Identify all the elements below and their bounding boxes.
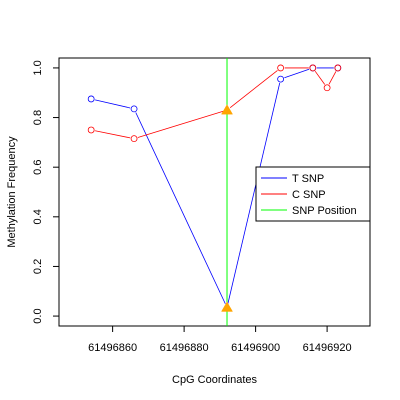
y-tick-label: 0.0 [32, 308, 44, 323]
t-snp-point [87, 95, 95, 103]
c-snp-point [334, 64, 342, 72]
c-snp-point [130, 135, 138, 143]
y-tick-label: 0.2 [32, 259, 44, 274]
y-tick-label: 0.4 [32, 209, 44, 224]
y-tick-label: 0.6 [32, 160, 44, 175]
t-snp-snp-marker [221, 301, 233, 312]
t-snp-point [130, 105, 138, 113]
c-snp-point [87, 126, 95, 134]
y-axis-label: Methylation Frequency [6, 136, 18, 248]
x-tick-label: 61496920 [303, 342, 352, 354]
t-snp-line-segment [94, 99, 131, 109]
legend-label-snp-position: SNP Position [292, 205, 357, 217]
c-snp-line-segment [229, 70, 278, 108]
legend-label-c-snp: C SNP [292, 189, 326, 201]
t-snp-line-segment [284, 68, 310, 79]
c-snp-line-segment [328, 71, 337, 85]
y-tick-label: 1.0 [32, 60, 44, 75]
c-snp-point [277, 64, 285, 72]
legend: T SNP C SNP SNP Position [255, 166, 371, 222]
t-snp-point [277, 75, 285, 83]
t-snp-line-segment [227, 82, 281, 304]
x-tick-label: 61496860 [88, 342, 137, 354]
c-snp-line-segment [95, 130, 131, 139]
legend-box [255, 166, 371, 222]
x-tick-label: 61496880 [160, 342, 209, 354]
y-axis: 0.0 0.2 0.4 0.6 0.8 1.0 [32, 60, 59, 324]
x-axis: 61496860 61496880 61496900 61496920 [88, 326, 352, 354]
c-snp-line-segment [137, 110, 224, 138]
series-layer [87, 64, 342, 312]
x-tick-label: 61496900 [231, 342, 280, 354]
legend-label-t-snp: T SNP [292, 173, 324, 185]
c-snp-line-segment [314, 70, 326, 85]
c-snp-point [309, 64, 317, 72]
y-tick-label: 0.8 [32, 110, 44, 125]
c-snp-point [323, 84, 331, 92]
t-snp-line-segment [135, 112, 226, 304]
c-snp-snp-marker [221, 104, 233, 115]
x-axis-label: CpG Coordinates [172, 374, 257, 386]
